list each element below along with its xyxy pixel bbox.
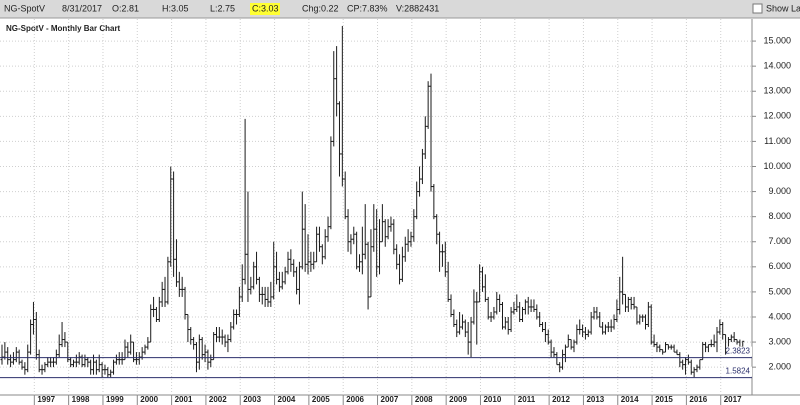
change-pct: CP:7.83% xyxy=(347,3,388,13)
x-tick-label: 2002 xyxy=(209,395,227,404)
x-tick-label: 2017 xyxy=(724,395,742,404)
y-tick-label: 10.000 xyxy=(763,161,791,171)
horizontal-line-label: 2.3823 xyxy=(726,347,751,356)
y-tick-label: 15.000 xyxy=(763,35,791,45)
y-tick-label: 9.000 xyxy=(768,186,791,196)
y-tick-label: 3.000 xyxy=(768,336,791,346)
x-tick-label: 2006 xyxy=(346,395,364,404)
y-tick-label: 14.000 xyxy=(763,61,791,71)
x-tick-label: 2003 xyxy=(243,395,261,404)
x-tick-label: 2012 xyxy=(552,395,570,404)
x-tick-label: 2007 xyxy=(381,395,399,404)
date: 8/31/2017 xyxy=(62,3,102,13)
horizontal-line-label-box xyxy=(727,366,752,377)
y-tick-label: 7.000 xyxy=(768,236,791,246)
y-tick-label: 5.000 xyxy=(768,286,791,296)
horizontal-line-label: 1.5824 xyxy=(726,367,751,376)
horizontal-line-label-box xyxy=(727,346,752,357)
volume: V:2882431 xyxy=(396,3,439,13)
y-tick-label: 12.000 xyxy=(763,111,791,121)
x-tick-label: 1999 xyxy=(106,395,124,404)
y-tick-label: 6.000 xyxy=(768,261,791,271)
y-tick-label: 8.000 xyxy=(768,211,791,221)
symbol: NG-SpotV xyxy=(4,3,45,13)
x-tick-label: 2010 xyxy=(483,395,501,404)
checkbox-label[interactable]: Show La xyxy=(766,3,800,13)
x-tick-label: 2016 xyxy=(689,395,707,404)
y-tick-label: 11.000 xyxy=(764,136,791,146)
plot-area xyxy=(0,19,752,395)
y-tick-label: 13.000 xyxy=(763,86,791,96)
x-tick-label: 2013 xyxy=(586,395,604,404)
close-highlight xyxy=(250,3,280,15)
y-tick-label: 4.000 xyxy=(768,311,791,321)
x-tick-label: 2009 xyxy=(449,395,467,404)
x-tick-label: 2014 xyxy=(621,395,639,404)
x-tick-label: 2000 xyxy=(140,395,158,404)
chart-title: NG-SpotV - Monthly Bar Chart xyxy=(6,24,121,33)
x-tick-label: 2005 xyxy=(312,395,330,404)
y-tick-label: 2.000 xyxy=(768,362,791,372)
open-value: O:2.81 xyxy=(112,3,139,13)
high-value: H:3.05 xyxy=(162,3,189,13)
x-tick-label: 2008 xyxy=(415,395,433,404)
close-value: C:3.03 xyxy=(252,3,279,13)
x-tick-label: 1998 xyxy=(72,395,90,404)
x-tick-label: 1997 xyxy=(37,395,55,404)
change: Chg:0.22 xyxy=(302,3,339,13)
x-tick-label: 2004 xyxy=(278,395,296,404)
x-tick-label: 2015 xyxy=(655,395,673,404)
x-tick-label: 2001 xyxy=(175,395,193,404)
x-tick-label: 2011 xyxy=(518,395,536,404)
header-bar xyxy=(0,0,800,18)
checkbox[interactable] xyxy=(752,3,763,14)
low-value: L:2.75 xyxy=(210,3,235,13)
